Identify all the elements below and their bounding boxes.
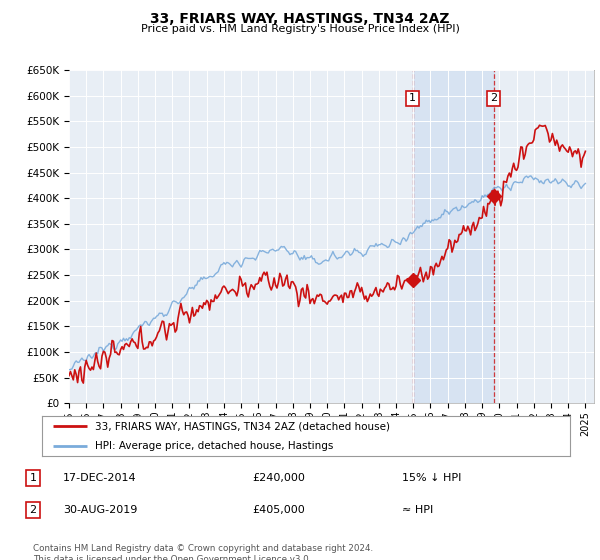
- Text: 1: 1: [29, 473, 37, 483]
- Text: 2: 2: [490, 94, 497, 104]
- Text: £405,000: £405,000: [252, 505, 305, 515]
- Text: Contains HM Land Registry data © Crown copyright and database right 2024.
This d: Contains HM Land Registry data © Crown c…: [33, 544, 373, 560]
- Text: £240,000: £240,000: [252, 473, 305, 483]
- Text: HPI: Average price, detached house, Hastings: HPI: Average price, detached house, Hast…: [95, 441, 333, 451]
- Text: Price paid vs. HM Land Registry's House Price Index (HPI): Price paid vs. HM Land Registry's House …: [140, 24, 460, 34]
- Text: 15% ↓ HPI: 15% ↓ HPI: [402, 473, 461, 483]
- Text: 30-AUG-2019: 30-AUG-2019: [63, 505, 137, 515]
- Text: 17-DEC-2014: 17-DEC-2014: [63, 473, 137, 483]
- Text: ≈ HPI: ≈ HPI: [402, 505, 433, 515]
- Text: 33, FRIARS WAY, HASTINGS, TN34 2AZ: 33, FRIARS WAY, HASTINGS, TN34 2AZ: [150, 12, 450, 26]
- Text: 2: 2: [29, 505, 37, 515]
- Text: 1: 1: [409, 94, 416, 104]
- Bar: [413, 70, 494, 403]
- Text: 33, FRIARS WAY, HASTINGS, TN34 2AZ (detached house): 33, FRIARS WAY, HASTINGS, TN34 2AZ (deta…: [95, 421, 390, 431]
